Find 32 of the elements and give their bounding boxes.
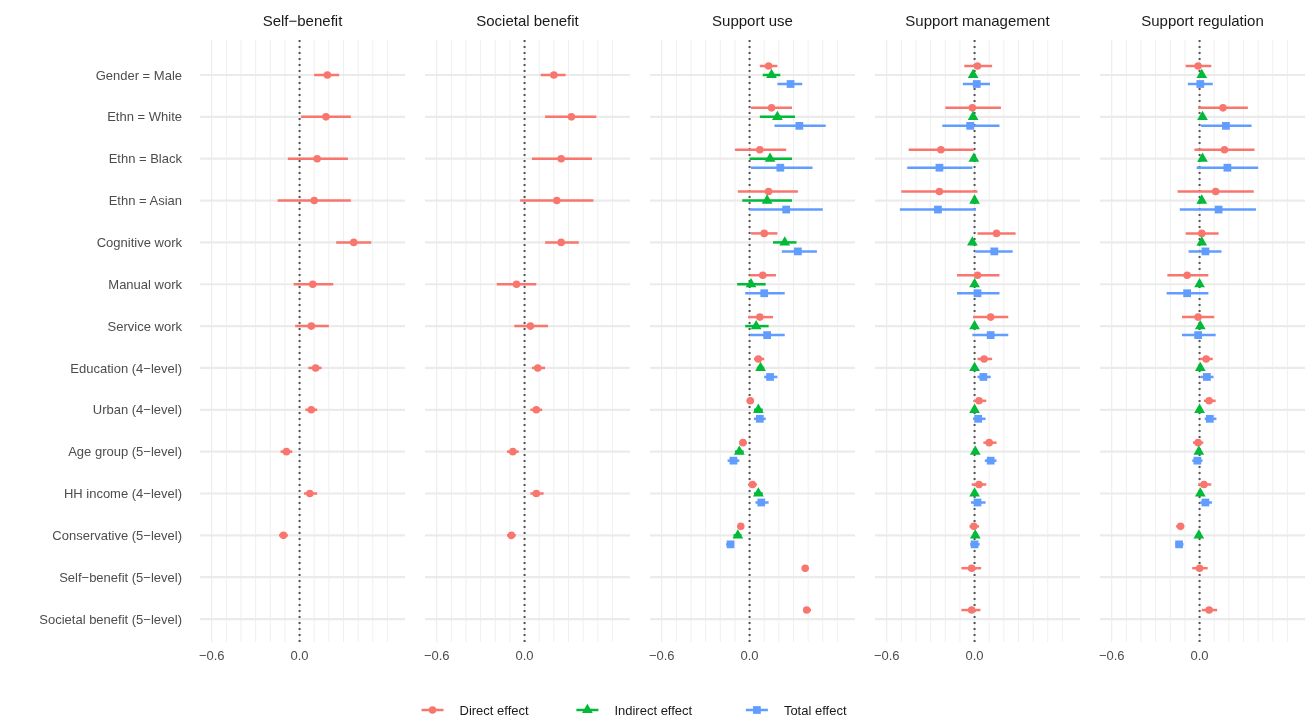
x-tick-label: 0.0 [515,648,534,663]
x-tick-label: 0.0 [1190,648,1209,663]
y-tick-label: Cognitive work [96,234,183,250]
x-tick-label: −0.6 [423,648,450,663]
legend-label: Direct effect [459,702,530,718]
chart-title: Support management [905,12,1051,29]
y-tick-label: Service work [107,318,183,334]
y-tick-label: Conservative (5−level) [52,527,182,543]
x-tick-label: −0.6 [648,648,675,663]
y-tick-label: Societal benefit (5−level) [39,611,182,627]
y-tick-label: Education (4−level) [70,360,182,376]
y-tick-label: HH income (4−level) [63,486,182,502]
x-tick-label: −0.6 [873,648,900,663]
x-tick-label: 0.0 [965,648,984,663]
chart-title: Self−benefit [262,12,344,29]
y-tick-label: Gender = Male [95,67,182,83]
legend-label: Total effect [783,702,847,718]
y-tick-label: Manual work [108,276,183,292]
y-tick-label: Ethn = White [107,109,182,125]
y-tick-label: Urban (4−level) [92,402,182,418]
chart-title: Societal benefit [476,12,580,29]
y-tick-label: Ethn = Black [108,151,183,167]
y-tick-label: Ethn = Asian [108,193,182,209]
chart-title: Support regulation [1141,12,1264,29]
x-tick-label: −0.6 [198,648,225,663]
y-tick-label: Age group (5−level) [68,444,182,460]
x-tick-label: −0.6 [1098,648,1125,663]
chart-title: Support use [712,12,793,29]
y-tick-label: Self−benefit (5−level) [59,569,182,585]
x-tick-label: 0.0 [740,648,759,663]
x-tick-label: 0.0 [290,648,309,663]
legend-label: Indirect effect [614,702,693,718]
